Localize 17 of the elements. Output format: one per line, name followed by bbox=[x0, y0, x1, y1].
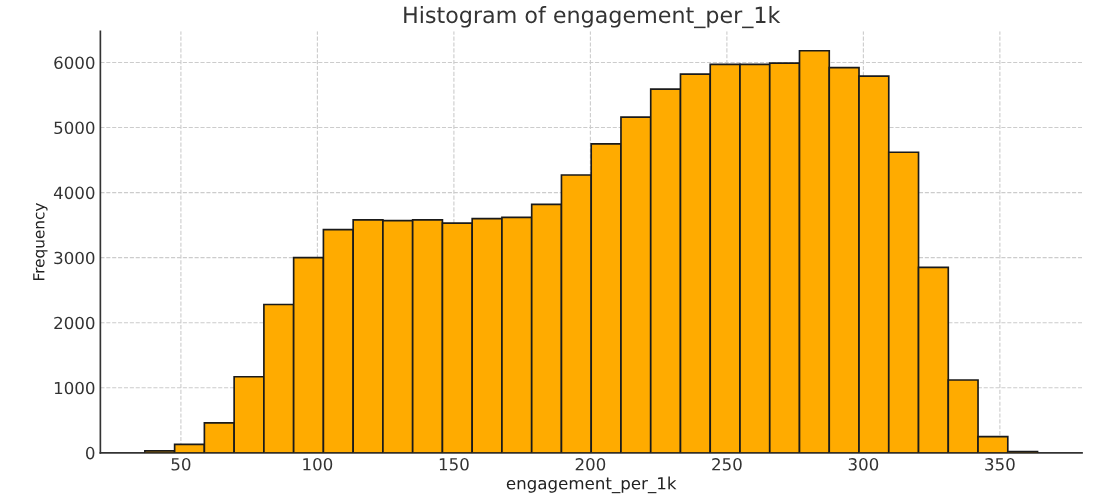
y-tick-label: 6000 bbox=[54, 56, 95, 70]
y-axis-title: Frequency bbox=[33, 203, 48, 281]
y-tick-label: 4000 bbox=[53, 186, 95, 200]
x-tick-label: 50 bbox=[171, 458, 191, 471]
y-tick-label: 2000 bbox=[54, 316, 95, 330]
y-tick-label: 3000 bbox=[54, 251, 95, 265]
x-tick-label: 200 bbox=[575, 458, 606, 471]
x-tick-label: 250 bbox=[712, 458, 742, 471]
chart-title: Histogram of engagement_per_1k bbox=[404, 6, 781, 29]
y-tick-label: 1000 bbox=[54, 381, 95, 395]
x-axis-title: engagement_per_1k bbox=[506, 476, 677, 494]
x-tick-label: 150 bbox=[439, 458, 469, 471]
x-tick-label: 300 bbox=[848, 458, 879, 471]
x-tick-label: 350 bbox=[985, 458, 1015, 471]
y-tick-label: 0 bbox=[86, 446, 95, 460]
x-tick-label: 100 bbox=[303, 458, 333, 471]
y-tick-label: 5000 bbox=[54, 121, 95, 135]
